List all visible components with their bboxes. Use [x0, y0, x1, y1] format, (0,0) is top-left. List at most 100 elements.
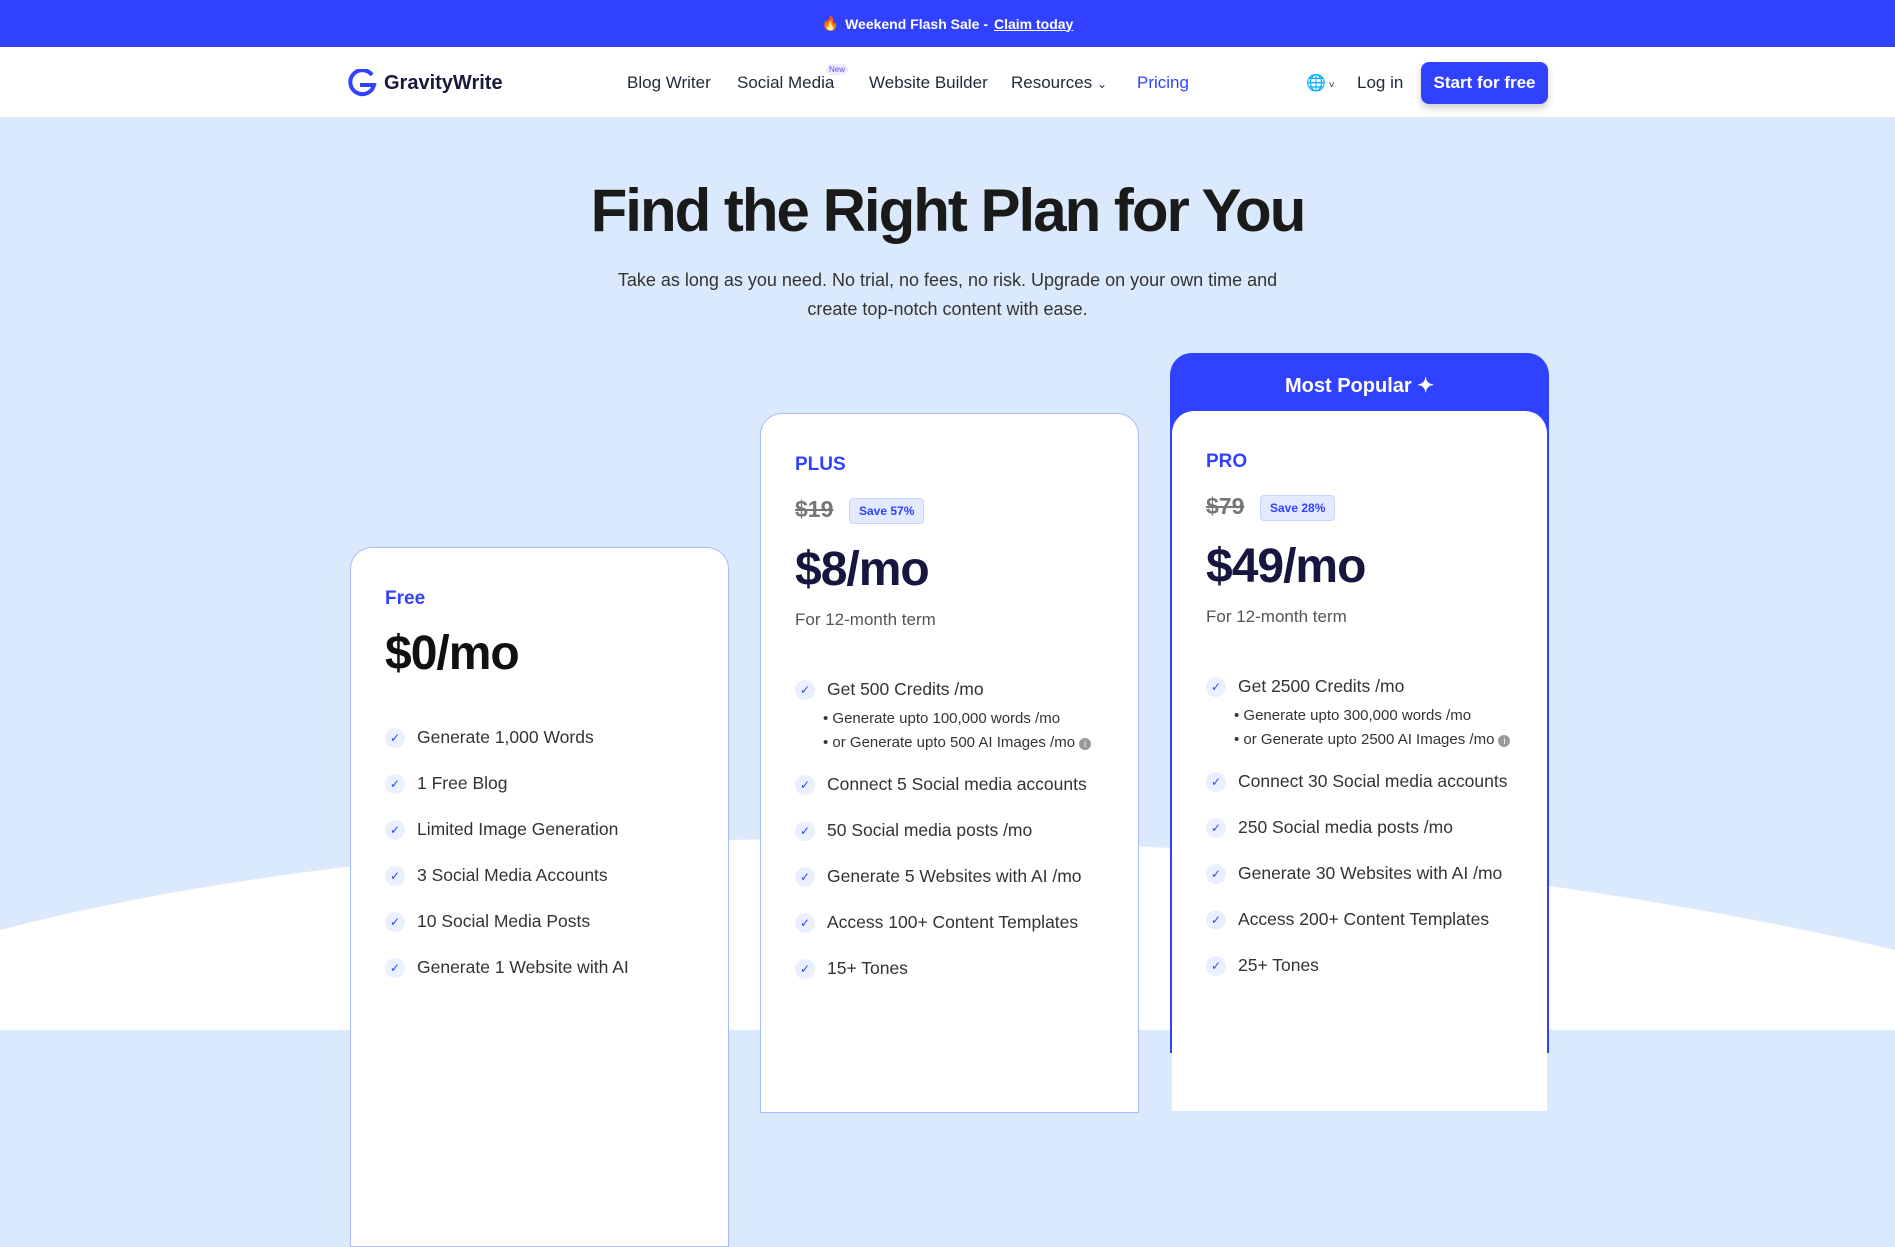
info-icon[interactable]: i	[1079, 738, 1092, 750]
feature-item: ✓ Generate 1,000 Words	[385, 727, 594, 748]
page-title: Find the Right Plan for You	[590, 177, 1307, 244]
chevron-down-icon: ˅	[1325, 80, 1335, 91]
old-price: $19	[795, 496, 834, 522]
feature-text: Get 500 Credits /mo	[827, 679, 984, 699]
nav-blog-writer[interactable]: Blog Writer	[627, 73, 711, 92]
feature-item: ✓ Limited Image Generation	[385, 819, 618, 840]
sub-feature-text: • or Generate upto 2500 AI Images /mo	[1234, 731, 1495, 748]
check-icon: ✓	[1206, 955, 1226, 976]
check-icon: ✓	[795, 866, 815, 887]
feature-text: 1 Free Blog	[417, 773, 508, 793]
start-for-free-button[interactable]: Start for free	[1421, 62, 1548, 104]
check-icon: ✓	[385, 727, 405, 748]
check-icon: ✓	[1206, 863, 1226, 884]
gravitywrite-logo-icon	[348, 69, 377, 97]
feature-text: Limited Image Generation	[417, 819, 619, 839]
feature-text: Generate 5 Websites with AI /mo	[827, 866, 1082, 886]
check-icon: ✓	[1206, 771, 1226, 792]
feature-text: 25+ Tones	[1238, 955, 1319, 975]
language-selector[interactable]: 🌐 ˅	[1306, 73, 1335, 93]
check-icon: ✓	[385, 911, 405, 932]
page-subtitle: Take as long as you need. No trial, no f…	[617, 270, 1278, 319]
feature-item: ✓ Generate 5 Websites with AI /mo	[795, 866, 1082, 887]
promo-banner: 🔥 Weekend Flash Sale - Claim today	[0, 0, 1895, 47]
plan-price: $8/mo	[795, 543, 930, 596]
nav-social-media[interactable]: Social Media	[737, 73, 835, 92]
nav-website-builder[interactable]: Website Builder	[869, 73, 988, 92]
feature-text: 3 Social Media Accounts	[417, 865, 608, 885]
badge-text: Most Popular	[1285, 375, 1412, 397]
chevron-down-icon: ⌄	[1097, 77, 1108, 91]
feature-text: Generate 1,000 Words	[417, 727, 594, 747]
feature-text: Access 200+ Content Templates	[1238, 909, 1490, 929]
feature-text: Connect 5 Social media accounts	[827, 774, 1087, 794]
old-price: $79	[1206, 493, 1245, 519]
check-icon: ✓	[385, 865, 405, 886]
check-icon: ✓	[1206, 909, 1226, 930]
most-popular-label: Most Popular ✦	[1170, 373, 1549, 398]
check-icon: ✓	[385, 819, 405, 840]
feature-item: ✓ 3 Social Media Accounts	[385, 865, 608, 886]
feature-item: ✓ Generate 1 Website with AI	[385, 957, 629, 978]
check-icon: ✓	[795, 912, 815, 933]
plan-term: For 12-month term	[1206, 607, 1347, 626]
plan-card-free: Free $0/mo ✓ Generate 1,000 Words ✓ 1 Free…	[350, 547, 729, 1247]
globe-icon: 🌐	[1306, 75, 1326, 92]
plan-name: Free	[385, 588, 426, 609]
sparkle-icon: ✦	[1417, 375, 1434, 397]
feature-text: 250 Social media posts /mo	[1238, 817, 1453, 837]
feature-text: Generate 1 Website with AI	[417, 957, 629, 977]
logo-text: GravityWrite	[384, 71, 503, 94]
feature-item: ✓ 15+ Tones	[795, 958, 908, 979]
feature-item: ✓ Access 200+ Content Templates	[1206, 909, 1489, 930]
save-badge: Save 28%	[1260, 495, 1336, 521]
logo[interactable]: GravityWrite	[348, 69, 503, 97]
sub-feature: • or Generate upto 500 AI Images /mo i	[823, 734, 1092, 751]
feature-text: 15+ Tones	[827, 958, 908, 978]
check-icon: ✓	[795, 679, 815, 700]
plan-card-pro: PRO $79 Save 28% $49/mo For 12-month ter…	[1172, 411, 1547, 1111]
plan-card-plus: PLUS $19 Save 57% $8/mo For 12-month ter…	[760, 413, 1139, 1113]
sub-feature: • Generate upto 100,000 words /mo	[823, 710, 1061, 727]
feature-text: 50 Social media posts /mo	[827, 820, 1033, 840]
sub-feature-text: • or Generate upto 500 AI Images /mo	[823, 734, 1076, 751]
feature-item: ✓ 25+ Tones	[1206, 955, 1319, 976]
feature-item: ✓ Connect 5 Social media accounts	[795, 774, 1087, 795]
sub-feature: • Generate upto 300,000 words /mo	[1234, 707, 1472, 724]
plan-price: $0/mo	[385, 627, 520, 680]
plan-name: PLUS	[795, 454, 846, 475]
feature-item: ✓ 10 Social Media Posts	[385, 911, 590, 932]
fire-icon: 🔥	[821, 15, 840, 31]
plan-name: PRO	[1206, 451, 1248, 472]
feature-item: ✓ Access 100+ Content Templates	[795, 912, 1078, 933]
check-icon: ✓	[795, 958, 815, 979]
save-badge: Save 57%	[849, 498, 925, 524]
new-badge: New	[826, 64, 849, 75]
plan-term: For 12-month term	[795, 610, 936, 629]
feature-item: ✓ Get 2500 Credits /mo	[1206, 676, 1404, 697]
claim-today-link[interactable]: Claim today	[993, 15, 1074, 32]
check-icon: ✓	[1206, 676, 1226, 697]
feature-item: ✓ Generate 30 Websites with AI /mo	[1206, 863, 1502, 884]
feature-item: ✓ Connect 30 Social media accounts	[1206, 771, 1507, 792]
sub-feature: • or Generate upto 2500 AI Images /mo i	[1234, 731, 1511, 748]
nav-pricing[interactable]: Pricing	[1137, 73, 1189, 92]
feature-item: ✓ 1 Free Blog	[385, 773, 507, 794]
feature-text: Generate 30 Websites with AI /mo	[1238, 863, 1503, 883]
feature-item: ✓ 250 Social media posts /mo	[1206, 817, 1453, 838]
info-icon[interactable]: i	[1498, 735, 1511, 747]
check-icon: ✓	[795, 820, 815, 841]
check-icon: ✓	[1206, 817, 1226, 838]
top-nav: GravityWrite Blog Writer Social Media Ne…	[0, 47, 1895, 118]
nav-resources[interactable]: Resources ⌄	[1011, 73, 1107, 93]
login-link[interactable]: Log in	[1357, 73, 1404, 92]
resources-label: Resources	[1011, 73, 1093, 92]
feature-text: 10 Social Media Posts	[417, 911, 591, 931]
feature-text: Get 2500 Credits /mo	[1238, 676, 1405, 696]
feature-item: ✓ Get 500 Credits /mo	[795, 679, 984, 700]
banner-text: Weekend Flash Sale -	[845, 15, 988, 32]
check-icon: ✓	[795, 774, 815, 795]
check-icon: ✓	[385, 957, 405, 978]
feature-text: Connect 30 Social media accounts	[1238, 771, 1508, 791]
check-icon: ✓	[385, 773, 405, 794]
